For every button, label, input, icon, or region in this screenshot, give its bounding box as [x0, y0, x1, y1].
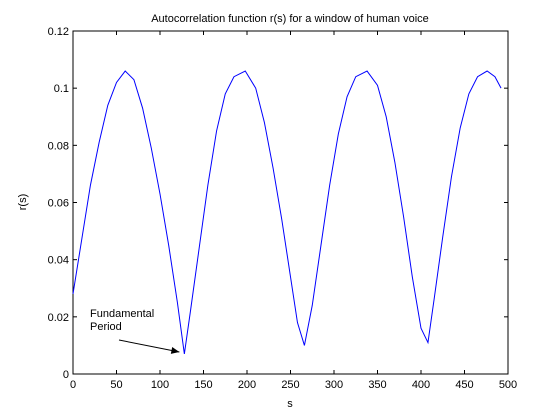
series-line — [72, 70, 502, 355]
x-axis: 0 50 100 150 200 250 300 350 400 450 500 — [70, 31, 517, 391]
x-tick-label: 350 — [368, 379, 386, 391]
annotation-arrow — [118, 339, 180, 353]
x-tick-label: 150 — [194, 379, 212, 391]
chart-title: Autocorrelation function r(s) for a wind… — [151, 13, 429, 25]
x-tick-label: 300 — [325, 379, 343, 391]
y-axis: 0 0.02 0.04 0.06 0.08 0.1 0.12 — [48, 26, 508, 381]
y-tick-label: 0 — [63, 369, 69, 381]
y-tick-label: 0.02 — [48, 312, 69, 324]
axes-box — [72, 30, 509, 375]
x-tick-label: 200 — [238, 379, 256, 391]
x-tick-label: 250 — [281, 379, 299, 391]
y-tick-label: 0.12 — [48, 26, 69, 38]
x-tick-label: 100 — [151, 379, 169, 391]
annotation-line-2: Period — [90, 321, 122, 333]
x-tick-label: 450 — [455, 379, 473, 391]
y-tick-label: 0.04 — [48, 255, 69, 267]
x-tick-label: 50 — [110, 379, 122, 391]
annotation-line-1: Fundamental — [90, 308, 154, 320]
annotation-arrowhead — [170, 346, 180, 354]
fundamental-period-annotation: Fundamental Period — [90, 308, 180, 354]
x-axis-label: s — [287, 398, 293, 410]
y-axis-label: r(s) — [17, 194, 29, 211]
x-tick-label: 400 — [412, 379, 430, 391]
plot-area: 0 50 100 150 200 250 300 350 400 450 500 0 0.02 0.04… — [48, 26, 518, 391]
y-tick-label: 0.06 — [48, 198, 69, 210]
x-tick-label: 0 — [70, 379, 76, 391]
x-tick-label: 500 — [499, 379, 517, 391]
y-tick-label: 0.08 — [48, 140, 69, 152]
y-tick-label: 0.1 — [54, 83, 69, 95]
